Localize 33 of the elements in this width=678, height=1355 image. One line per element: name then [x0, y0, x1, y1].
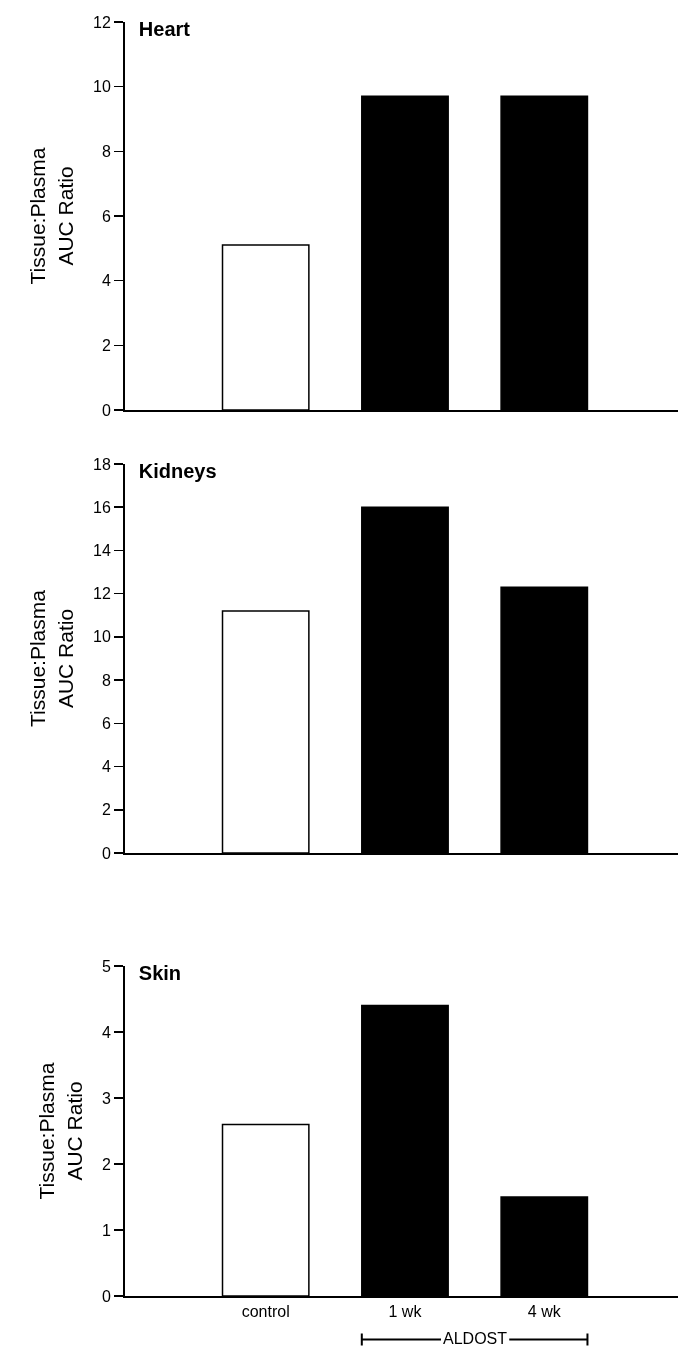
- y-tick-label: 8: [101, 671, 111, 689]
- y-tick-label: 4: [101, 1023, 111, 1041]
- y-tick-label: 10: [93, 78, 111, 96]
- y-tick-label: 4: [101, 758, 111, 776]
- y-tick-label: 0: [101, 401, 111, 419]
- chart-title: Heart: [138, 18, 191, 40]
- y-tick-label: 12: [93, 13, 111, 31]
- chart-title: Skin: [138, 962, 182, 984]
- y-tick-label: 5: [101, 957, 111, 975]
- y-tick-label: 2: [101, 336, 111, 354]
- y-tick-label: 18: [93, 455, 111, 473]
- y-axis-title: Tissue:Plasma AUC Ratio: [35, 1062, 86, 1200]
- y-tick-label: 12: [93, 585, 111, 603]
- x-tick-label: 1 wk: [388, 1303, 423, 1321]
- y-tick-label: 4: [101, 272, 111, 290]
- y-tick-label: 2: [101, 1155, 111, 1173]
- y-tick-label: 6: [101, 207, 111, 225]
- x-tick-label: 4 wk: [527, 1303, 562, 1321]
- y-tick-label: 10: [93, 628, 111, 646]
- chart-title: Kidneys: [138, 460, 217, 482]
- y-tick-label: 14: [93, 542, 111, 560]
- y-axis-title: Tissue:Plasma AUC Ratio: [26, 589, 77, 727]
- y-tick-label: 2: [101, 801, 111, 819]
- y-tick-label: 8: [101, 142, 111, 160]
- y-tick-label: 0: [101, 1287, 111, 1305]
- y-tick-label: 16: [93, 498, 111, 516]
- y-tick-label: 0: [101, 844, 111, 862]
- y-tick-label: 6: [101, 714, 111, 732]
- y-axis-title: Tissue:Plasma AUC Ratio: [26, 147, 77, 285]
- text: ALDOST: [443, 1330, 508, 1347]
- y-tick-label: 1: [101, 1221, 111, 1239]
- x-tick-label: control: [241, 1303, 290, 1321]
- y-tick-label: 3: [101, 1089, 111, 1107]
